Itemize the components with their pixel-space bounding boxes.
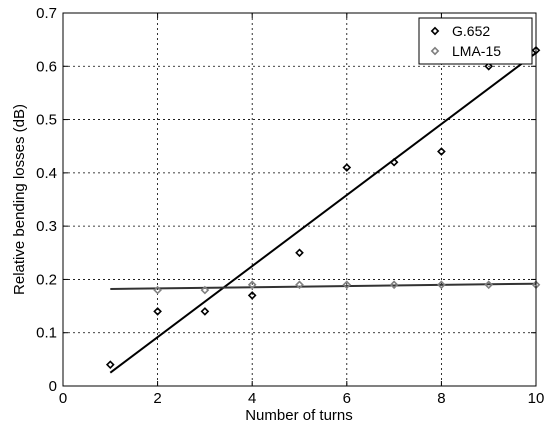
x-tick-label: 10 [528,390,545,407]
fit-lines [109,52,537,374]
y-tick-label: 0.4 [36,165,57,182]
y-axis-label: Relative bending losses (dB) [11,104,28,295]
legend: G.652 LMA-15 [418,17,533,65]
plot-frame [62,12,537,387]
data-point-series-0 [153,307,162,316]
y-tick-label: 0.1 [36,325,57,342]
fit-line-0 [109,52,537,374]
data-point-series-0 [484,61,494,71]
data-point-series-0 [342,163,352,172]
data-point-series-1 [200,285,210,295]
data-point-series-0 [200,307,210,316]
data-point-series-0 [247,291,257,300]
x-axis-label: Number of turns [245,407,353,424]
data-point-series-0 [295,248,304,258]
y-tick-label: 0.7 [36,5,57,22]
fit-line-1 [110,282,537,291]
data-point-series-1 [153,285,162,295]
y-tick-label: 0.5 [36,112,57,129]
plot-background [63,13,536,386]
data-point-series-0 [105,360,115,370]
data-point-series-1 [437,280,446,290]
y-tick-label: 0.3 [36,218,57,235]
data-point-series-1 [389,280,399,290]
legend-marker-1 [430,46,440,56]
data-point-series-1 [247,280,257,290]
x-tick-label: 4 [248,390,256,407]
data-point-series-1 [342,280,352,290]
data-point-series-0 [389,157,399,167]
axis-ticks [62,12,537,387]
x-tick-label: 2 [153,390,161,407]
tick-labels: 0 2 4 6 8 10 0 0.1 0.2 0.3 0.4 0.5 0.6 0.7 [36,5,544,407]
grid [63,13,536,386]
data-points [105,45,541,370]
x-tick-label: 6 [343,390,351,407]
data-point-series-1 [295,280,304,290]
legend-label-1: LMA-15 [452,43,501,59]
data-point-series-0 [437,147,446,156]
x-tick-label: 8 [437,390,445,407]
data-point-series-1 [484,280,494,290]
legend-marker-0 [430,26,440,36]
legend-label-0: G.652 [452,23,490,39]
y-tick-label: 0 [49,378,57,395]
y-tick-label: 0.6 [36,58,57,75]
x-tick-label: 0 [59,390,67,407]
y-tick-label: 0.2 [36,271,57,288]
legend-box [418,17,533,65]
